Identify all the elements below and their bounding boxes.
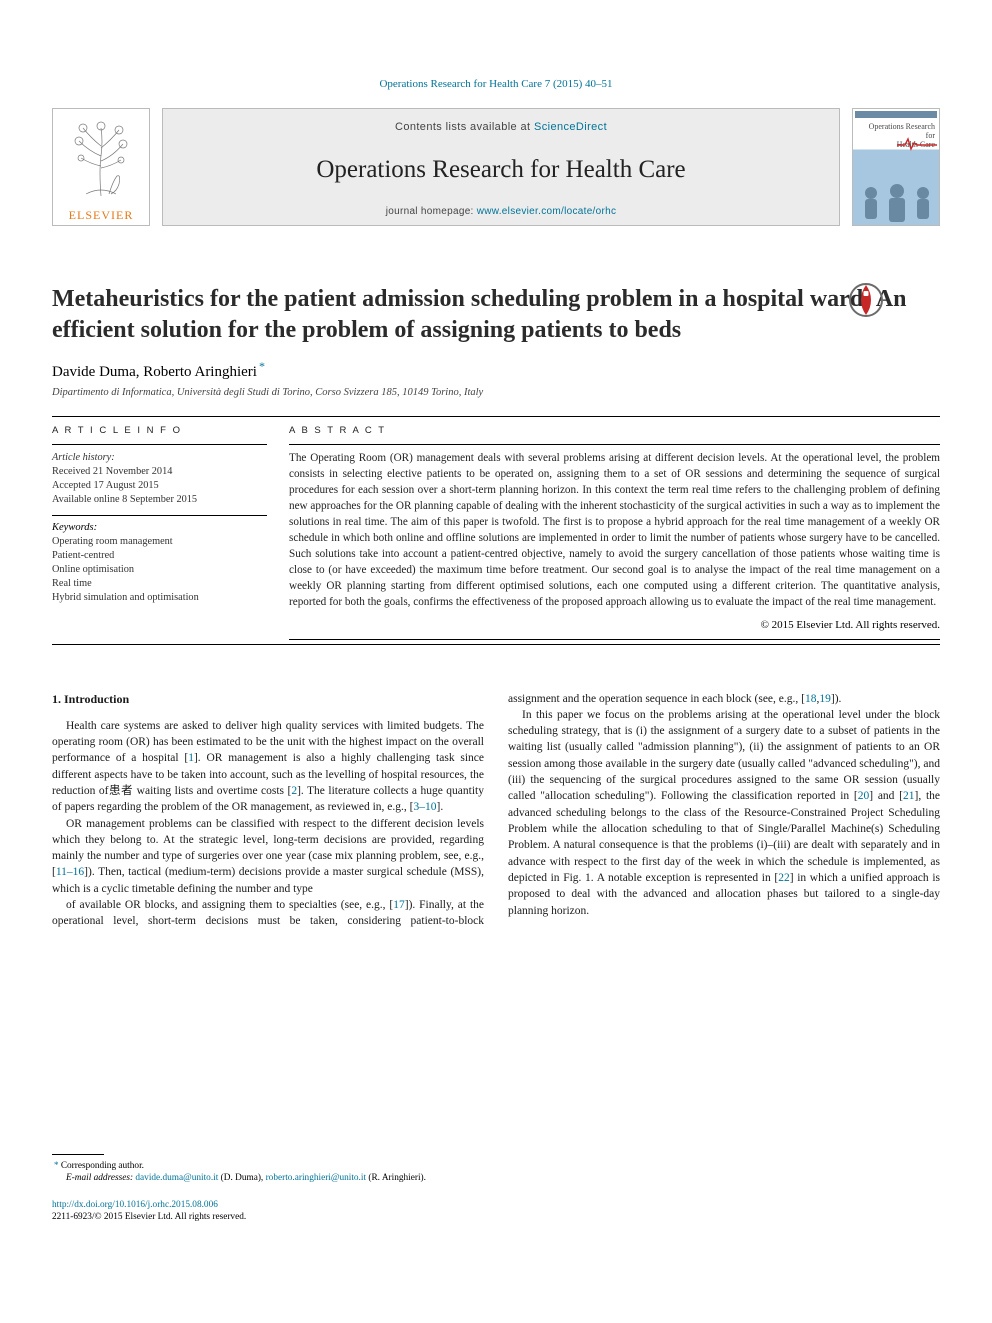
footnote-block: * Corresponding author. E-mail addresses… (52, 1154, 472, 1185)
t: ]). Then, tactical (medium-term) decisio… (52, 866, 484, 894)
cite-11-16[interactable]: 11–16 (56, 866, 84, 878)
cover-title-l1: Operations Research (869, 122, 935, 131)
footnote-rule (52, 1154, 104, 1155)
running-header: Operations Research for Health Care 7 (2… (0, 78, 992, 90)
doi-link[interactable]: http://dx.doi.org/10.1016/j.orhc.2015.08… (52, 1200, 218, 1210)
email-1[interactable]: davide.duma@unito.it (135, 1173, 218, 1183)
article-info-head: A R T I C L E I N F O (52, 425, 267, 436)
crossmark-badge[interactable] (848, 282, 884, 323)
cite-22[interactable]: 22 (778, 872, 790, 884)
cite-21[interactable]: 21 (903, 790, 915, 802)
contents-available-line: Contents lists available at ScienceDirec… (175, 121, 827, 133)
info-rule-2 (52, 515, 267, 516)
t: In this paper we focus on the problems a… (508, 709, 940, 803)
body-p4: In this paper we focus on the problems a… (508, 707, 940, 919)
section-1-head: 1. Introduction (52, 691, 484, 708)
keywords-head: Keywords: (52, 522, 267, 533)
footnote-star-icon: * (52, 1160, 59, 1170)
journal-cover-thumb[interactable]: Operations Research for Health Care (852, 108, 940, 226)
t: ]. (437, 801, 444, 813)
abstract-head: A B S T R A C T (289, 425, 940, 436)
email-1-who: (D. Duma), (218, 1173, 265, 1183)
cite-3-10[interactable]: 3–10 (414, 801, 437, 813)
cover-bar (855, 111, 937, 118)
rule-after-info (52, 644, 940, 645)
homepage-link[interactable]: www.elsevier.com/locate/orhc (477, 206, 617, 217)
history-received: Received 21 November 2014 (52, 465, 267, 479)
page: Operations Research for Health Care 7 (2… (0, 0, 992, 1323)
ecg-icon (897, 137, 937, 151)
email-2[interactable]: roberto.aringhieri@unito.it (266, 1173, 366, 1183)
keyword-4: Real time (52, 577, 267, 591)
issn-copyright: 2211-6923/© 2015 Elsevier Ltd. All right… (52, 1212, 246, 1222)
copyright-line: © 2015 Elsevier Ltd. All rights reserved… (289, 619, 940, 631)
keyword-2: Patient-centred (52, 549, 267, 563)
abstract-block: A B S T R A C T The Operating Room (OR) … (289, 423, 940, 639)
t: of available OR blocks, and assigning th… (66, 899, 393, 911)
cite-18[interactable]: 18 (805, 693, 817, 705)
journal-banner: ELSEVIER Contents lists available at Sci… (52, 108, 940, 226)
article-title: Metaheuristics for the patient admission… (52, 284, 940, 345)
elsevier-tree-icon (53, 109, 149, 208)
keyword-5: Hybrid simulation and optimisation (52, 591, 267, 605)
author-1: Davide Duma (52, 364, 136, 380)
t: ], the advanced scheduling belongs to th… (508, 790, 940, 884)
sciencedirect-link[interactable]: ScienceDirect (534, 121, 607, 133)
authors-line: Davide Duma, Roberto Aringhieri* (52, 359, 940, 381)
cite-17[interactable]: 17 (393, 899, 405, 911)
history-head: Article history: (52, 451, 267, 465)
cite-19[interactable]: 19 (819, 693, 831, 705)
body-columns: 1. Introduction Health care systems are … (52, 691, 940, 930)
history-online: Available online 8 September 2015 (52, 493, 267, 507)
abstract-text: The Operating Room (OR) management deals… (289, 451, 940, 610)
history-accepted: Accepted 17 August 2015 (52, 479, 267, 493)
corresponding-star-icon: * (257, 359, 265, 373)
affiliation: Dipartimento di Informatica, Università … (52, 387, 940, 398)
cite-20[interactable]: 20 (858, 790, 870, 802)
body-p1: Health care systems are asked to deliver… (52, 718, 484, 816)
elsevier-logo[interactable]: ELSEVIER (52, 108, 150, 226)
body-p2: OR management problems can be classified… (52, 816, 484, 898)
doi-block: http://dx.doi.org/10.1016/j.orhc.2015.08… (52, 1199, 246, 1223)
footnote-corresponding: Corresponding author. (61, 1161, 144, 1171)
info-rule-1 (52, 444, 267, 445)
email-label: E-mail addresses: (52, 1173, 133, 1183)
info-abstract-row: A R T I C L E I N F O Article history: R… (52, 423, 940, 639)
abstract-rule-bottom (289, 639, 940, 640)
keyword-1: Operating room management (52, 535, 267, 549)
banner-center: Contents lists available at ScienceDirec… (162, 108, 840, 226)
homepage-prefix: journal homepage: (386, 206, 477, 217)
author-2: Roberto Aringhieri (143, 364, 257, 380)
elsevier-wordmark: ELSEVIER (69, 208, 134, 225)
abstract-rule-top (289, 444, 940, 445)
t: ]). (831, 693, 842, 705)
article-info-block: A R T I C L E I N F O Article history: R… (52, 423, 267, 639)
keyword-3: Online optimisation (52, 563, 267, 577)
contents-prefix: Contents lists available at (395, 121, 534, 133)
journal-name: Operations Research for Health Care (175, 156, 827, 184)
t: ] and [ (869, 790, 903, 802)
rule-top (52, 416, 940, 417)
email-2-who: (R. Aringhieri). (366, 1173, 426, 1183)
cover-people-icon (853, 175, 940, 225)
homepage-line: journal homepage: www.elsevier.com/locat… (175, 206, 827, 217)
